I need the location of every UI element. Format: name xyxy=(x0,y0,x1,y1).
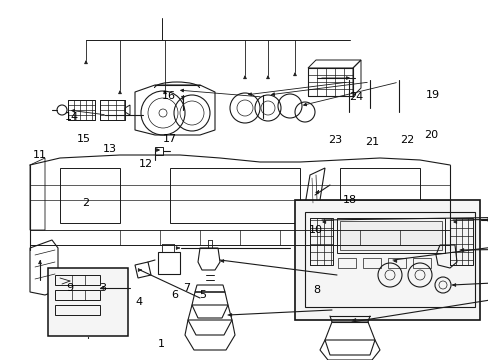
Text: 7: 7 xyxy=(183,283,190,293)
Text: 19: 19 xyxy=(425,90,439,100)
Bar xyxy=(337,258,355,268)
Bar xyxy=(336,218,444,253)
Bar xyxy=(309,218,332,265)
Text: 21: 21 xyxy=(365,137,379,147)
Text: 12: 12 xyxy=(139,159,152,169)
Bar xyxy=(339,168,419,223)
Text: 8: 8 xyxy=(312,285,319,295)
Text: 23: 23 xyxy=(327,135,341,145)
Text: 6: 6 xyxy=(171,290,178,300)
Text: 16: 16 xyxy=(162,91,175,102)
Text: 2: 2 xyxy=(82,198,89,208)
Text: 13: 13 xyxy=(103,144,117,154)
Text: 4: 4 xyxy=(136,297,142,307)
Bar xyxy=(48,268,128,336)
Bar xyxy=(60,168,120,223)
Text: 1: 1 xyxy=(158,339,164,349)
Text: 24: 24 xyxy=(348,92,363,102)
Text: 10: 10 xyxy=(308,225,322,235)
Bar xyxy=(305,212,474,307)
Text: 22: 22 xyxy=(399,135,414,145)
Text: 20: 20 xyxy=(424,130,437,140)
Bar xyxy=(387,258,405,268)
Text: 18: 18 xyxy=(342,195,356,205)
Bar xyxy=(449,218,472,265)
Bar xyxy=(412,258,430,268)
Text: 11: 11 xyxy=(33,150,47,160)
Bar xyxy=(170,168,299,223)
Text: 3: 3 xyxy=(99,283,106,293)
Text: 5: 5 xyxy=(199,290,206,300)
Bar xyxy=(362,258,380,268)
Text: 14: 14 xyxy=(65,112,79,122)
Bar xyxy=(100,100,125,120)
Bar xyxy=(307,68,352,96)
Text: 15: 15 xyxy=(77,134,91,144)
Bar xyxy=(339,221,441,250)
Bar xyxy=(68,100,95,120)
Bar xyxy=(158,252,180,274)
Text: 17: 17 xyxy=(163,134,177,144)
Bar xyxy=(294,200,479,320)
Text: 9: 9 xyxy=(66,283,73,293)
